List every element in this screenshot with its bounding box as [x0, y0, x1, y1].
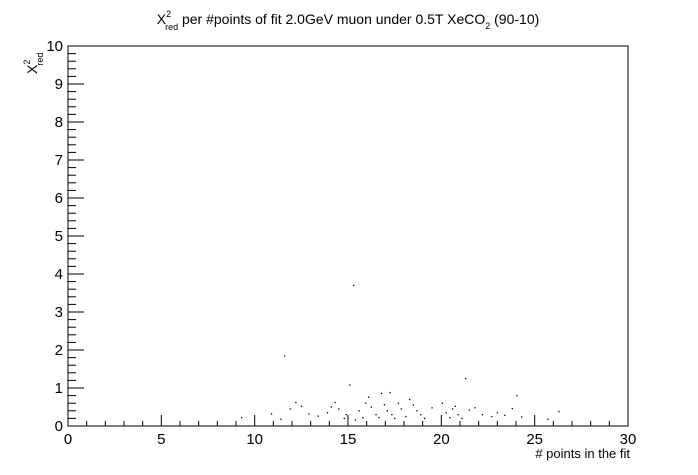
data-point	[280, 418, 282, 420]
data-point	[343, 417, 345, 420]
data-point	[383, 404, 386, 406]
data-point	[326, 412, 329, 414]
data-point	[345, 414, 347, 416]
x-tick-label: 5	[157, 431, 165, 448]
y-tick-label: 4	[55, 266, 63, 283]
data-point	[491, 415, 493, 418]
data-point	[375, 414, 377, 416]
data-point	[481, 414, 484, 416]
data-point	[516, 395, 518, 397]
data-point	[349, 384, 351, 386]
data-point	[496, 412, 499, 414]
data-point	[362, 417, 364, 419]
data-point	[457, 414, 459, 416]
y-tick-label: 0	[55, 418, 63, 435]
data-point	[409, 398, 411, 401]
data-point	[547, 418, 549, 420]
data-point	[370, 406, 373, 408]
data-point	[353, 284, 355, 287]
data-point	[474, 407, 476, 409]
data-point	[423, 417, 426, 420]
data-point	[412, 404, 415, 406]
data-point	[420, 414, 422, 416]
y-tick-label: 3	[55, 304, 63, 321]
x-tick-label: 25	[526, 431, 543, 448]
data-point	[449, 417, 451, 419]
data-point	[308, 413, 310, 415]
data-point	[295, 401, 297, 404]
data-point	[391, 414, 393, 416]
x-tick-label: 15	[340, 431, 357, 448]
x-tick-label: 20	[433, 431, 450, 448]
data-point	[330, 406, 332, 408]
data-point	[241, 417, 243, 419]
data-point	[441, 402, 443, 404]
data-point	[521, 416, 523, 418]
y-tick-label: 1	[55, 380, 63, 397]
y-tick-label: 10	[46, 38, 63, 55]
data-point	[386, 410, 388, 412]
data-point	[389, 391, 391, 394]
data-points	[241, 284, 560, 421]
data-point	[451, 408, 454, 410]
axis-ticks: 0 5 10 15 20 25 30 0 1 2 3 4 5 6 7 8 9 10	[46, 38, 636, 448]
chart-title: X2 red per #points of fit 2.0GeV muon und…	[157, 9, 540, 32]
x-tick-label: 30	[620, 431, 637, 448]
y-tick-label: 9	[55, 76, 63, 93]
data-point	[397, 402, 400, 404]
data-point	[465, 377, 467, 380]
data-point	[558, 410, 560, 413]
data-point	[511, 407, 513, 410]
data-point	[454, 405, 457, 407]
data-point	[300, 405, 303, 407]
data-point	[378, 417, 380, 419]
y-tick-label: 7	[55, 152, 63, 169]
data-point	[367, 396, 370, 398]
x-tick-label: 0	[64, 431, 72, 448]
y-tick-label: 6	[55, 190, 63, 207]
data-point	[289, 408, 291, 410]
data-point	[431, 407, 433, 409]
data-point	[405, 415, 407, 418]
data-point	[400, 408, 402, 410]
data-point	[358, 410, 360, 412]
data-point	[381, 392, 383, 395]
data-point	[394, 417, 396, 420]
y-tick-label: 5	[55, 228, 63, 245]
data-point	[283, 355, 286, 357]
y-tick-label: 8	[55, 114, 63, 131]
data-point	[317, 415, 319, 417]
x-tick-label: 10	[246, 431, 263, 448]
data-point	[461, 417, 463, 420]
data-point	[365, 402, 367, 404]
data-point	[468, 409, 471, 411]
data-point	[334, 401, 336, 404]
y-axis-label: X2 red	[22, 53, 45, 74]
y-tick-label: 2	[55, 342, 63, 359]
data-point	[445, 412, 447, 414]
data-point	[354, 419, 357, 421]
data-point	[416, 410, 418, 412]
data-point	[504, 414, 506, 417]
data-point	[270, 413, 273, 415]
x-axis-label: # points in the fit	[535, 446, 630, 461]
data-point	[338, 408, 340, 410]
